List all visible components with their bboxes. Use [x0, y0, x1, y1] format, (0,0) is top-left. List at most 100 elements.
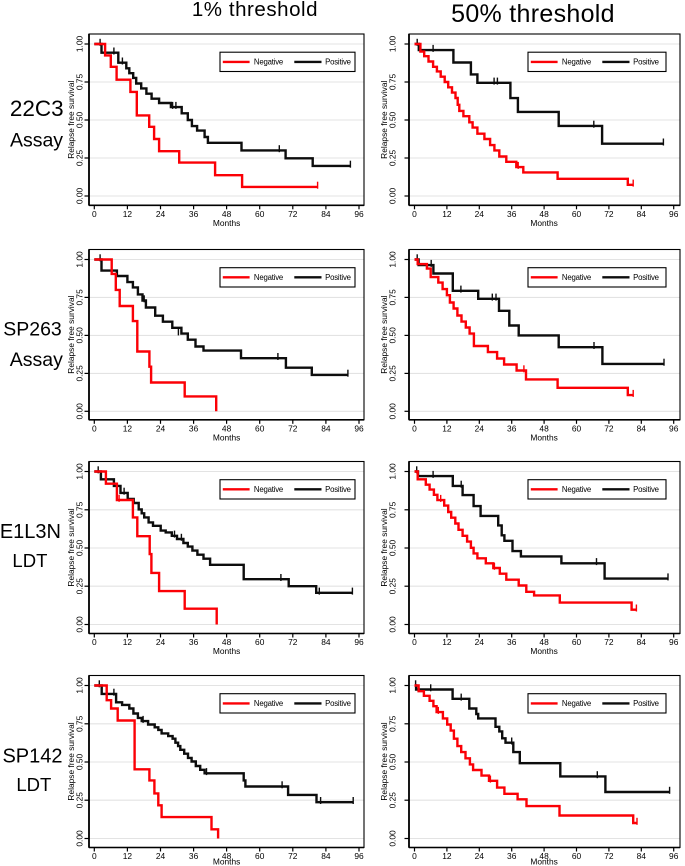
svg-text:1.00: 1.00 [387, 251, 397, 268]
svg-text:12: 12 [442, 209, 452, 219]
svg-text:0.50: 0.50 [74, 754, 84, 771]
svg-text:Positive: Positive [633, 485, 659, 494]
svg-text:Positive: Positive [633, 273, 659, 282]
svg-text:48: 48 [222, 209, 232, 219]
svg-text:0.25: 0.25 [74, 365, 84, 382]
svg-text:0.75: 0.75 [387, 289, 397, 306]
svg-text:Relapse free survival: Relapse free survival [66, 80, 76, 158]
svg-text:Relapse free survival: Relapse free survival [379, 722, 389, 800]
svg-text:72: 72 [288, 209, 298, 219]
svg-text:36: 36 [189, 209, 199, 219]
svg-text:0.50: 0.50 [74, 540, 84, 557]
svg-text:Relapse free survival: Relapse free survival [379, 80, 389, 158]
svg-text:24: 24 [475, 851, 485, 861]
svg-text:24: 24 [156, 851, 166, 861]
svg-text:0.25: 0.25 [387, 365, 397, 382]
svg-text:Relapse free survival: Relapse free survival [379, 508, 389, 586]
svg-text:0.00: 0.00 [387, 188, 397, 205]
svg-text:Negative: Negative [562, 57, 591, 66]
svg-text:0.00: 0.00 [74, 616, 84, 633]
svg-text:Assay: Assay [10, 129, 63, 151]
svg-text:48: 48 [539, 851, 549, 861]
svg-text:12: 12 [123, 423, 133, 433]
svg-text:84: 84 [321, 851, 331, 861]
svg-text:96: 96 [669, 423, 679, 433]
svg-text:0: 0 [92, 851, 97, 861]
svg-text:48: 48 [222, 637, 232, 647]
svg-text:Positive: Positive [325, 273, 351, 282]
svg-text:60: 60 [572, 209, 582, 219]
svg-text:0.75: 0.75 [74, 289, 84, 306]
svg-text:0.50: 0.50 [387, 327, 397, 344]
svg-text:Months: Months [213, 857, 240, 866]
svg-text:12: 12 [123, 637, 133, 647]
svg-text:84: 84 [637, 851, 647, 861]
svg-text:50% threshold: 50% threshold [451, 0, 615, 28]
svg-text:0: 0 [412, 209, 417, 219]
svg-text:60: 60 [572, 423, 582, 433]
svg-text:0.25: 0.25 [74, 792, 84, 809]
svg-text:48: 48 [222, 851, 232, 861]
svg-text:36: 36 [507, 637, 517, 647]
svg-text:0.75: 0.75 [387, 74, 397, 91]
svg-text:E1L3N: E1L3N [0, 521, 61, 543]
svg-text:0: 0 [412, 423, 417, 433]
svg-text:Positive: Positive [633, 699, 659, 708]
svg-text:60: 60 [572, 637, 582, 647]
svg-text:0.25: 0.25 [74, 578, 84, 595]
svg-text:12: 12 [442, 851, 452, 861]
svg-text:0: 0 [412, 851, 417, 861]
svg-text:0: 0 [412, 637, 417, 647]
svg-text:36: 36 [189, 851, 199, 861]
svg-text:48: 48 [539, 423, 549, 433]
svg-text:84: 84 [637, 209, 647, 219]
svg-text:Months: Months [213, 646, 240, 656]
svg-text:Months: Months [530, 646, 557, 656]
svg-text:36: 36 [189, 423, 199, 433]
svg-text:96: 96 [354, 209, 364, 219]
svg-text:36: 36 [507, 851, 517, 861]
svg-text:36: 36 [507, 209, 517, 219]
svg-text:0: 0 [92, 209, 97, 219]
svg-text:0.00: 0.00 [74, 403, 84, 420]
svg-text:1.00: 1.00 [387, 677, 397, 694]
svg-text:84: 84 [637, 637, 647, 647]
svg-text:0.75: 0.75 [387, 715, 397, 732]
svg-text:0.50: 0.50 [74, 112, 84, 129]
svg-text:0.00: 0.00 [74, 830, 84, 847]
svg-text:SP263: SP263 [3, 319, 62, 341]
svg-text:84: 84 [321, 423, 331, 433]
svg-text:0: 0 [92, 637, 97, 647]
svg-text:1.00: 1.00 [74, 36, 84, 53]
svg-text:1.00: 1.00 [74, 677, 84, 694]
svg-text:Months: Months [530, 432, 557, 442]
svg-text:Positive: Positive [325, 699, 351, 708]
svg-text:Negative: Negative [254, 485, 283, 494]
svg-text:60: 60 [255, 423, 265, 433]
svg-text:72: 72 [604, 209, 614, 219]
svg-text:Relapse free survival: Relapse free survival [66, 722, 76, 800]
svg-text:Months: Months [213, 432, 240, 442]
svg-text:96: 96 [669, 851, 679, 861]
svg-text:60: 60 [255, 851, 265, 861]
svg-text:Negative: Negative [562, 273, 591, 282]
svg-text:60: 60 [255, 637, 265, 647]
svg-text:Positive: Positive [633, 57, 659, 66]
svg-text:0.75: 0.75 [74, 74, 84, 91]
svg-text:SP142: SP142 [2, 745, 62, 767]
svg-text:0.75: 0.75 [387, 501, 397, 518]
svg-text:72: 72 [604, 423, 614, 433]
svg-text:Negative: Negative [254, 273, 283, 282]
svg-text:Relapse free survival: Relapse free survival [379, 295, 389, 373]
svg-text:0.50: 0.50 [387, 112, 397, 129]
svg-text:1.00: 1.00 [387, 463, 397, 480]
svg-text:48: 48 [222, 423, 232, 433]
svg-text:96: 96 [669, 209, 679, 219]
svg-text:96: 96 [354, 851, 364, 861]
svg-text:60: 60 [255, 209, 265, 219]
svg-text:Negative: Negative [562, 699, 591, 708]
svg-text:72: 72 [288, 423, 298, 433]
svg-text:48: 48 [539, 209, 549, 219]
svg-text:Relapse free survival: Relapse free survival [66, 508, 76, 586]
svg-text:24: 24 [156, 423, 166, 433]
